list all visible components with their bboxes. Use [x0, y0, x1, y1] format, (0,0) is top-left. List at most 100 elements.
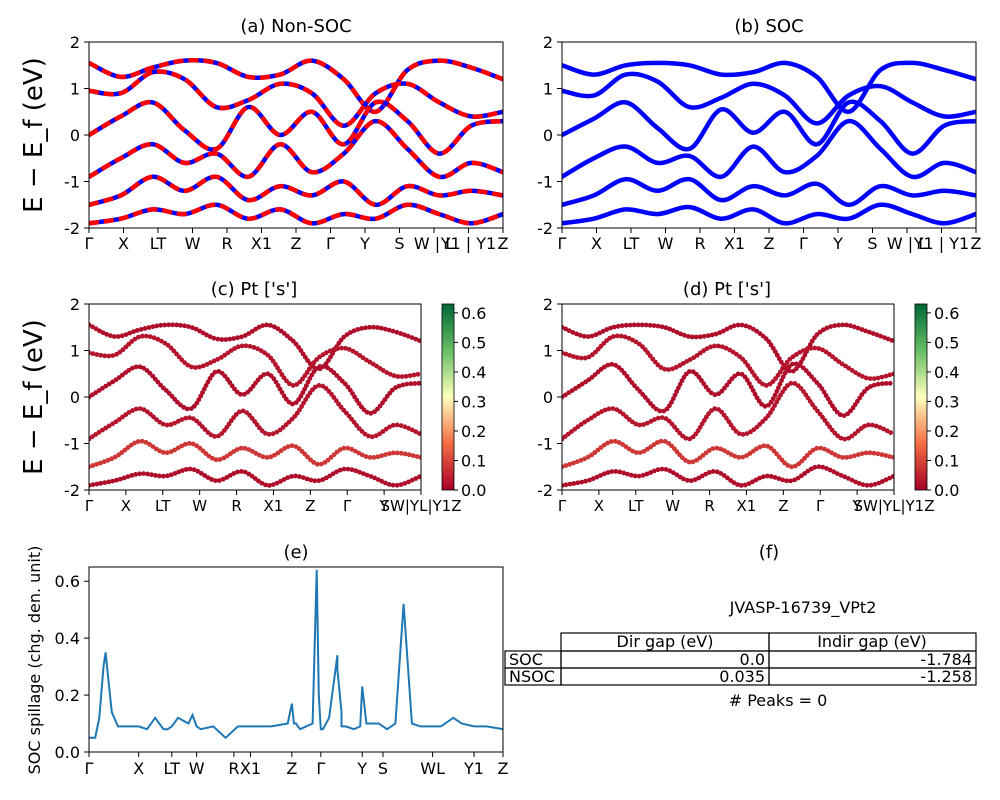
band-point — [807, 342, 813, 347]
band-point — [386, 327, 392, 333]
panel-b-title: (b) SOC — [734, 16, 803, 37]
band-point — [825, 448, 831, 454]
band-point — [321, 364, 327, 369]
panel-f-title: (f) — [759, 542, 779, 563]
band-point — [655, 323, 661, 329]
band-point — [818, 445, 824, 451]
band-line — [562, 176, 976, 208]
band-point — [832, 452, 838, 458]
x-tick-label: W | L — [887, 234, 927, 253]
scatter-points — [562, 322, 894, 488]
band-point — [648, 470, 653, 475]
band-point — [757, 444, 763, 450]
band-point — [812, 464, 818, 470]
band-point — [415, 371, 421, 377]
band-point — [371, 455, 377, 460]
x-tick-label: Γ — [316, 759, 325, 778]
band-point — [97, 328, 102, 334]
band-point — [639, 322, 645, 328]
band-point — [362, 431, 368, 437]
band-line — [562, 71, 976, 126]
colorbar-tick-label: 0.5 — [461, 333, 486, 352]
band-point — [256, 452, 262, 458]
band-point — [132, 440, 138, 446]
band-point — [863, 328, 868, 334]
band-point — [605, 362, 611, 368]
band-point — [873, 423, 879, 429]
band-point — [287, 381, 292, 387]
band-point — [168, 422, 174, 427]
band-point — [721, 328, 726, 334]
band-line — [89, 69, 503, 128]
y-tick-label: 0.2 — [55, 686, 80, 705]
band-point — [149, 472, 154, 478]
band-point — [713, 331, 719, 337]
x-tick-label: Z — [291, 234, 302, 253]
panel-f: (f) JVASP-16739_VPt2 Dir gap (eV) Indir … — [504, 542, 977, 710]
band-point — [760, 474, 766, 480]
band-point — [674, 472, 680, 478]
band-point — [844, 455, 849, 460]
x-tick-label: Y — [379, 497, 390, 515]
band-point — [217, 478, 222, 483]
band-point — [611, 324, 617, 330]
band-point — [235, 344, 241, 350]
band-point — [187, 415, 192, 421]
band-point — [143, 333, 149, 339]
band-point — [111, 334, 117, 339]
band-point — [567, 352, 572, 358]
band-point — [697, 334, 703, 340]
band-point — [645, 420, 650, 426]
band-point — [137, 364, 143, 370]
band-point — [364, 472, 370, 478]
band-point — [403, 373, 409, 379]
band-point — [744, 431, 750, 436]
band-point — [312, 478, 318, 484]
band-point — [198, 470, 204, 476]
band-point — [353, 468, 359, 474]
band-point — [231, 449, 237, 454]
band-point — [227, 336, 233, 342]
band-point — [855, 325, 861, 331]
band-point — [678, 331, 684, 337]
x-tick-label: Y1 — [463, 759, 484, 778]
band-point — [719, 344, 725, 350]
band-point — [374, 363, 379, 369]
band-point — [161, 473, 166, 479]
band-point — [96, 429, 102, 435]
band-point — [204, 332, 210, 338]
x-tick-label: X1 — [264, 497, 284, 515]
band-point — [750, 479, 755, 485]
band-point — [349, 467, 355, 473]
band-point — [133, 472, 139, 477]
band-point — [637, 422, 643, 428]
band-point — [227, 473, 233, 478]
band-point — [90, 463, 96, 468]
band-point — [394, 450, 400, 456]
x-tick-label: Γ — [343, 497, 352, 515]
band-point — [659, 466, 665, 472]
x-tick-label: X1 — [737, 497, 757, 515]
band-point — [672, 392, 678, 398]
band-point — [145, 471, 151, 477]
band-point — [714, 469, 720, 475]
band-point — [174, 322, 180, 328]
band-point — [136, 334, 141, 340]
band-point — [239, 469, 244, 474]
band-point — [631, 322, 637, 328]
axes-frame — [88, 566, 504, 753]
band-point — [313, 384, 318, 390]
band-point — [146, 325, 152, 330]
band-point — [379, 478, 385, 484]
gap-table: Dir gap (eV) Indir gap (eV) SOC 0.0 -1.7… — [504, 632, 977, 686]
band-point — [200, 390, 205, 395]
band-point — [347, 347, 352, 352]
band-point — [735, 322, 741, 328]
band-point — [776, 385, 781, 391]
band-point — [779, 378, 784, 383]
panel-e: (e) 0.00.20.40.6Γ X LT W R X1 Z Γ Y S WL Y1 Z SOC sp… — [25, 542, 509, 778]
band-point — [879, 452, 885, 457]
band-point — [710, 469, 716, 474]
band-point — [290, 383, 296, 388]
band-point — [411, 372, 417, 378]
